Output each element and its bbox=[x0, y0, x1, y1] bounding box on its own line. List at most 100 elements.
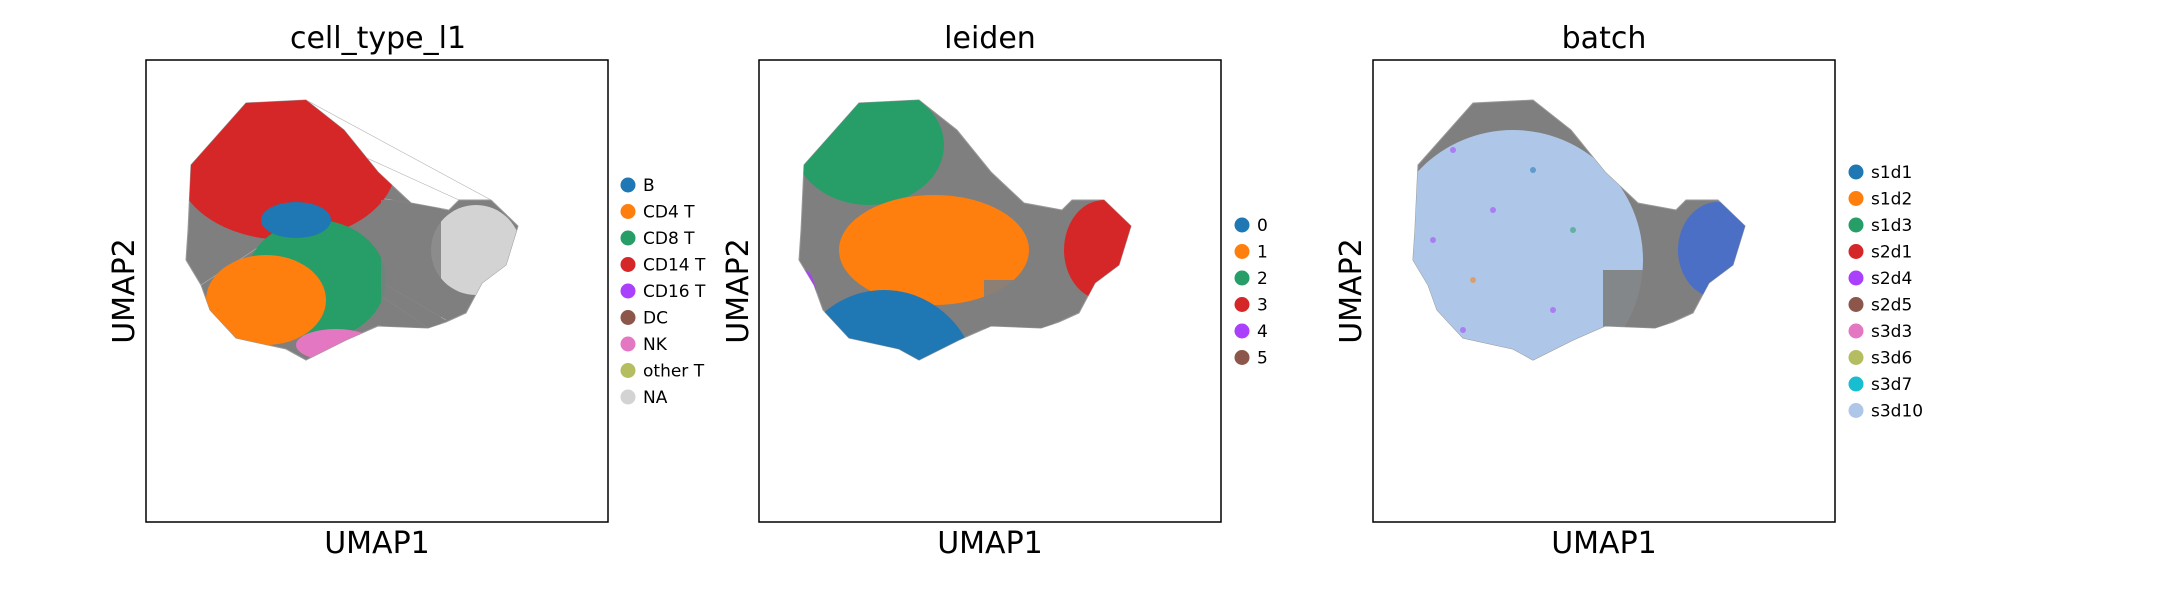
legend: s1d1 s1d2 s1d3 s2d1 s2d4 s2d5 s3d3 s3d6 s3d7 s3d1… bbox=[1848, 163, 1923, 422]
legend-label: s3d6 bbox=[1871, 349, 1912, 369]
legend-marker bbox=[620, 310, 636, 325]
cluster-blob-batch-right bbox=[1678, 202, 1745, 298]
legend-label: 0 bbox=[1257, 216, 1268, 236]
cluster-blob-nk bbox=[296, 329, 376, 360]
legend-marker bbox=[1848, 297, 1864, 312]
cluster-blob-leiden-1 bbox=[839, 195, 1029, 305]
legend-item: s2d1 bbox=[1848, 243, 1912, 263]
legend-marker bbox=[620, 177, 636, 193]
legend-item: CD4 T bbox=[620, 203, 695, 223]
legend-item: 2 bbox=[1234, 269, 1268, 289]
legend-label: CD8 T bbox=[643, 229, 695, 249]
panel-batch: batch UMAP1 UMAP2 s1d1 s1d2 s1d3 s2d1 bbox=[1334, 21, 1923, 561]
legend-marker bbox=[1848, 350, 1864, 365]
x-axis-label: UMAP1 bbox=[324, 526, 430, 561]
legend-item: CD8 T bbox=[620, 229, 695, 249]
legend-item: DC bbox=[620, 309, 668, 329]
legend-label: s2d5 bbox=[1871, 296, 1912, 316]
legend-item: 3 bbox=[1234, 296, 1268, 316]
y-axis-label: UMAP2 bbox=[1334, 238, 1369, 344]
plot-frame bbox=[145, 59, 609, 523]
legend-marker bbox=[1234, 244, 1250, 259]
legend-marker bbox=[620, 257, 636, 272]
legend-marker bbox=[620, 363, 636, 378]
legend-item: s2d5 bbox=[1848, 296, 1912, 316]
legend-marker bbox=[1234, 217, 1250, 233]
panel-title: cell_type_l1 bbox=[290, 21, 466, 56]
legend-label: CD16 T bbox=[643, 282, 706, 302]
legend-item: B bbox=[620, 176, 655, 196]
legend-marker bbox=[1234, 350, 1250, 365]
legend: B CD4 T CD8 T CD14 T CD16 T DC NK other T NA bbox=[620, 176, 706, 408]
legend-item: 0 bbox=[1234, 216, 1268, 236]
plot-area bbox=[758, 59, 1222, 523]
y-axis-label: UMAP2 bbox=[721, 238, 756, 344]
legend-marker bbox=[1234, 323, 1250, 339]
legend-marker bbox=[1848, 323, 1864, 339]
legend-marker bbox=[620, 204, 636, 219]
legend-label: s1d1 bbox=[1871, 163, 1912, 183]
legend-label: 3 bbox=[1257, 296, 1268, 316]
panel-title: batch bbox=[1562, 21, 1647, 56]
legend-marker bbox=[1848, 244, 1864, 259]
legend-marker bbox=[620, 283, 636, 299]
legend-label: s1d3 bbox=[1871, 216, 1912, 236]
legend-label: s1d2 bbox=[1871, 190, 1912, 210]
legend-label: NA bbox=[643, 388, 668, 408]
legend-item: s1d3 bbox=[1848, 216, 1912, 236]
legend-label: 2 bbox=[1257, 269, 1268, 289]
legend-label: NK bbox=[643, 335, 668, 355]
legend-item: NA bbox=[620, 388, 668, 408]
legend-marker bbox=[1848, 217, 1864, 233]
legend-item: NK bbox=[620, 335, 668, 355]
cluster-blob-leiden-2 bbox=[799, 100, 944, 205]
legend-label: other T bbox=[643, 362, 705, 382]
legend-marker bbox=[1848, 191, 1864, 206]
legend-marker bbox=[1848, 164, 1864, 180]
legend-item: 1 bbox=[1234, 243, 1268, 263]
legend-label: s3d3 bbox=[1871, 322, 1912, 342]
legend-label: CD14 T bbox=[643, 256, 706, 276]
legend-item: s1d2 bbox=[1848, 190, 1912, 210]
legend-marker bbox=[1848, 403, 1864, 418]
legend-item: other T bbox=[620, 362, 705, 382]
legend-label: 4 bbox=[1257, 322, 1268, 342]
legend-marker bbox=[620, 336, 636, 352]
plot-area bbox=[145, 59, 609, 523]
legend-label: 1 bbox=[1257, 243, 1268, 263]
cluster-blob-na bbox=[431, 205, 518, 295]
legend-item: s3d3 bbox=[1848, 322, 1912, 342]
legend-label: s2d1 bbox=[1871, 243, 1912, 263]
plot-frame bbox=[758, 59, 1222, 523]
cluster-blob-cd4 bbox=[206, 255, 326, 345]
x-axis-label: UMAP1 bbox=[1551, 526, 1657, 561]
panel-leiden: leiden UMAP1 UMAP2 0 1 2 3 4 5 bbox=[721, 21, 1268, 561]
cluster-blob-leiden-4 bbox=[799, 270, 818, 350]
panel-cell-type: cell_type_l1 UMAP1 UMAP2 bbox=[107, 21, 706, 561]
cluster-blob-leiden-0 bbox=[799, 290, 979, 360]
legend-label: 5 bbox=[1257, 349, 1268, 369]
legend-item: s3d7 bbox=[1848, 375, 1912, 395]
plot-frame bbox=[1372, 59, 1836, 523]
legend-label: CD4 T bbox=[643, 203, 695, 223]
legend-item: CD16 T bbox=[620, 282, 706, 302]
legend-item: s1d1 bbox=[1848, 163, 1912, 183]
legend-item: 4 bbox=[1234, 322, 1268, 342]
legend-marker bbox=[620, 230, 636, 246]
legend-item: 5 bbox=[1234, 349, 1268, 369]
x-axis-label: UMAP1 bbox=[937, 526, 1043, 561]
legend-label: s3d10 bbox=[1871, 402, 1923, 422]
legend-label: B bbox=[643, 176, 655, 196]
legend: 0 1 2 3 4 5 bbox=[1234, 216, 1268, 369]
cluster-blob-batch-main bbox=[1413, 130, 1643, 360]
legend-marker bbox=[1848, 376, 1864, 392]
cluster-points bbox=[1413, 130, 1745, 360]
legend-marker bbox=[620, 389, 636, 405]
legend-marker bbox=[1234, 270, 1250, 286]
cluster-blob-leiden-3 bbox=[1064, 200, 1131, 300]
legend-label: s3d7 bbox=[1871, 375, 1912, 395]
panel-title: leiden bbox=[944, 21, 1036, 56]
legend-item: s2d4 bbox=[1848, 269, 1912, 289]
legend-marker bbox=[1848, 270, 1864, 286]
